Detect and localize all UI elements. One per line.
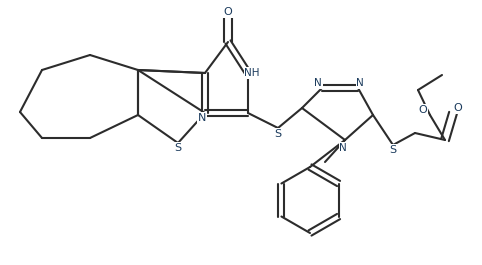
Text: O: O	[454, 103, 462, 113]
Text: NH: NH	[244, 68, 260, 78]
Text: N: N	[314, 78, 322, 88]
Text: S: S	[274, 129, 281, 139]
Text: O: O	[224, 7, 232, 17]
Text: N: N	[339, 143, 347, 153]
Text: N: N	[356, 78, 364, 88]
Text: S: S	[174, 143, 182, 153]
Text: N: N	[198, 113, 206, 123]
Text: O: O	[419, 105, 428, 115]
Text: S: S	[389, 145, 397, 155]
